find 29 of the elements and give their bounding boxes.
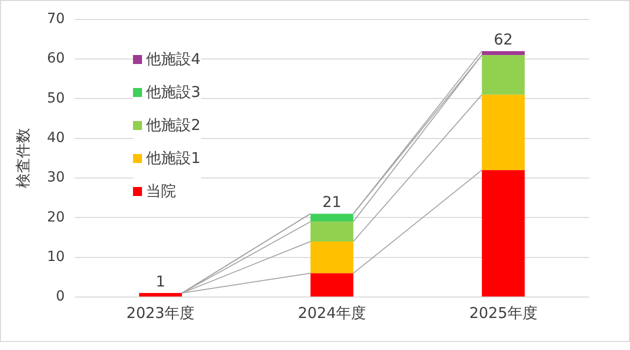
bar	[310, 214, 354, 222]
y-tick-label: 50	[46, 90, 65, 106]
x-tick-label: 2024年度	[298, 304, 366, 322]
total-label: 21	[322, 193, 342, 212]
y-tick-label: 20	[46, 209, 65, 226]
y-tick-label: 10	[46, 248, 65, 265]
bar	[310, 222, 354, 242]
y-tick-label: 30	[46, 170, 65, 186]
legend-label: 他施設2	[146, 116, 201, 135]
y-axis-title: 検査件数	[14, 128, 32, 188]
legend-label: 当院	[146, 182, 176, 201]
bar	[482, 55, 525, 95]
bar	[310, 241, 354, 274]
total-label: 62	[494, 30, 513, 49]
bar	[482, 94, 525, 170]
x-tick-label: 2023年度	[126, 304, 195, 322]
y-tick-label: 70	[46, 11, 65, 28]
legend-label: 他施設3	[146, 83, 201, 102]
y-tick-label: 60	[46, 50, 65, 67]
bar	[139, 293, 182, 296]
legend-label: 他施設1	[146, 149, 201, 168]
total-label: 1	[156, 272, 166, 290]
y-tick-label: 0	[56, 288, 65, 305]
bar	[310, 273, 354, 296]
bar	[482, 170, 525, 296]
bar	[482, 51, 525, 56]
y-tick-label: 40	[46, 130, 65, 146]
legend-label: 他施設4	[146, 50, 201, 69]
x-tick-label: 2025年度	[469, 304, 538, 322]
